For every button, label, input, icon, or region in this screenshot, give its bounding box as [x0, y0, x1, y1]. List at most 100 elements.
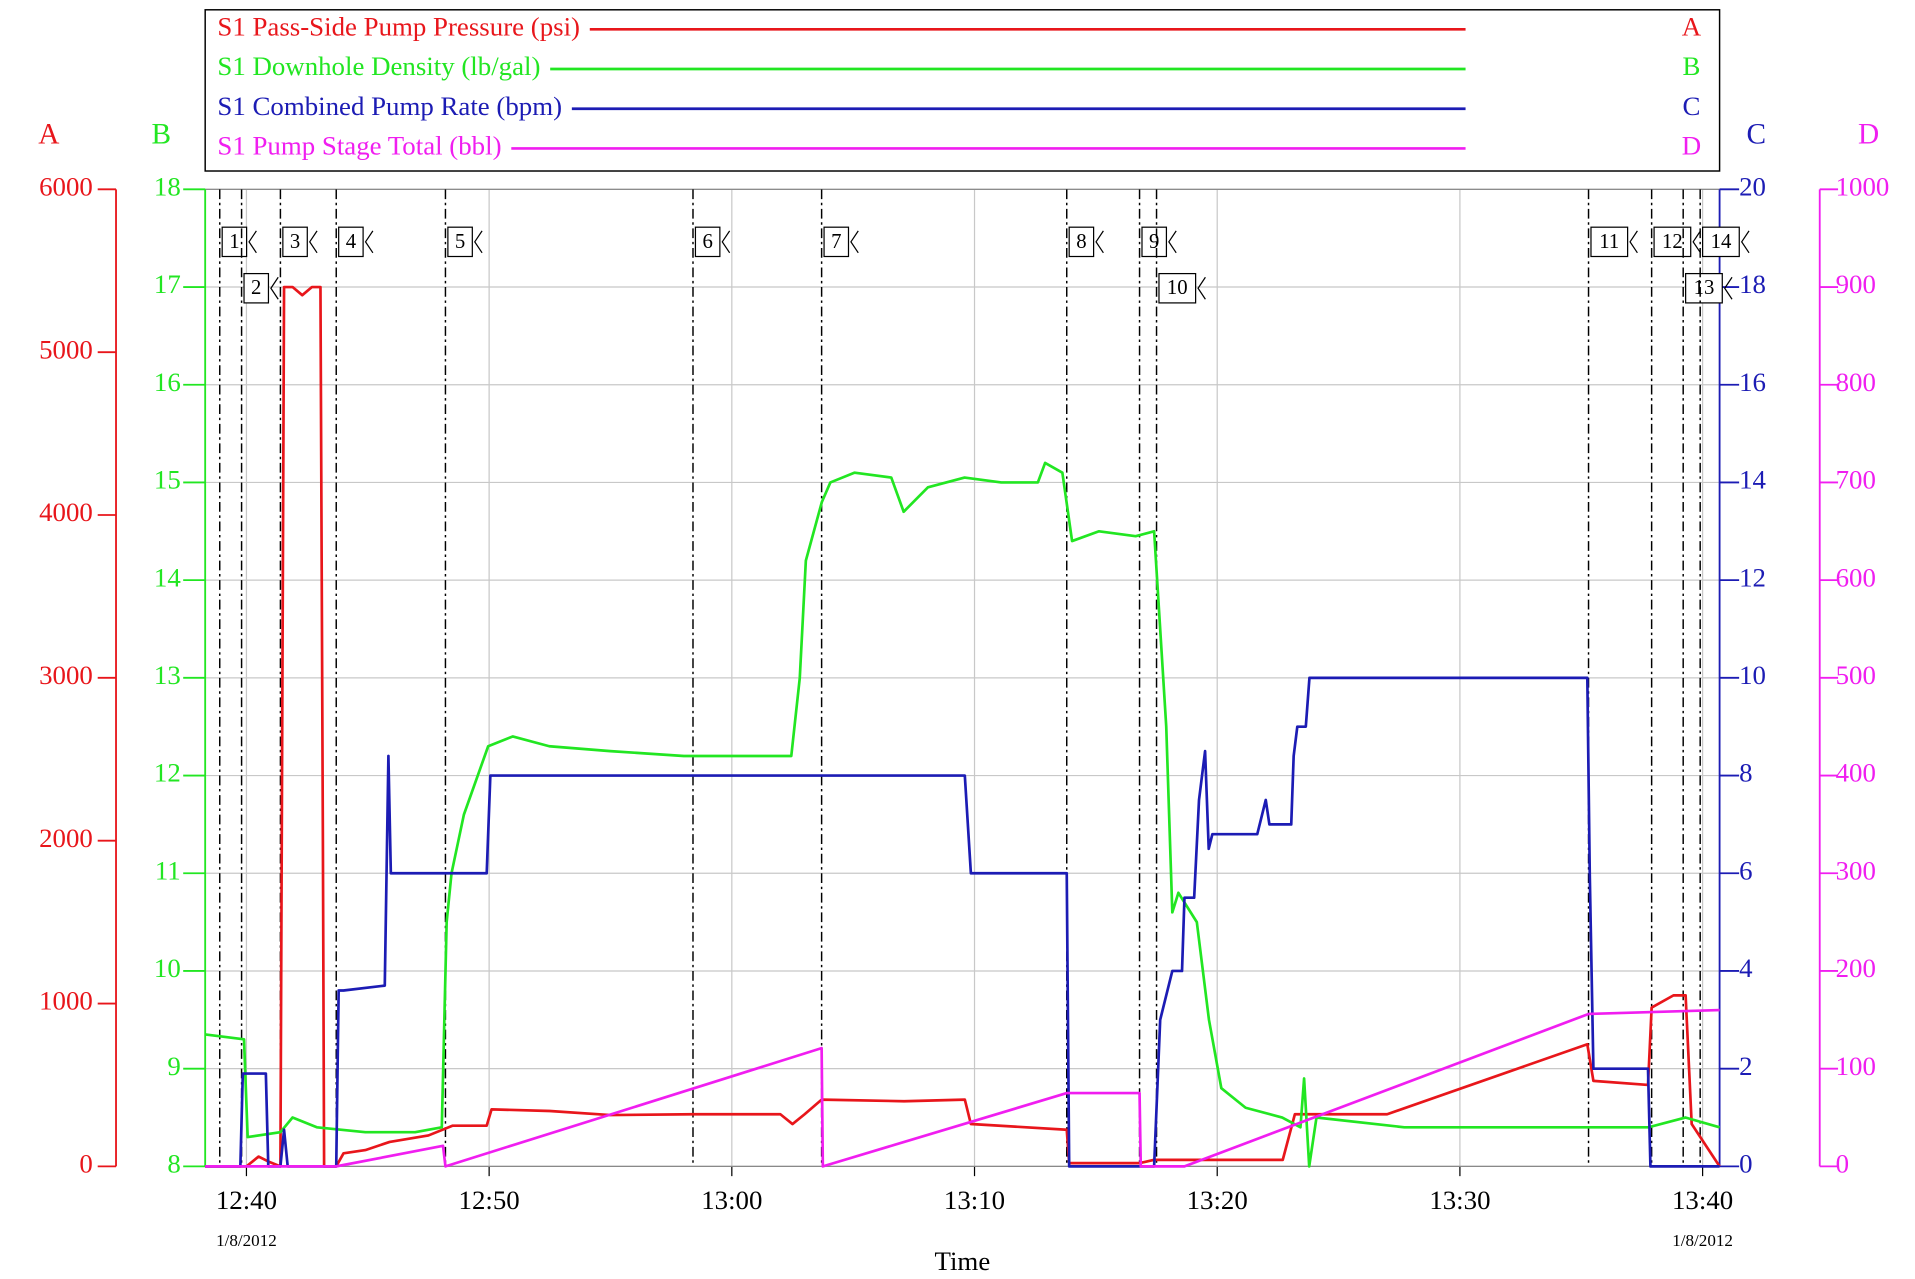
y-tick-label: 20 [1739, 172, 1766, 202]
event-flag [1141, 226, 1168, 258]
event-flag [447, 226, 473, 258]
y-tick-label: 8 [1739, 758, 1752, 788]
event-label: 2 [251, 277, 261, 299]
x-axis-label: Time [935, 1246, 991, 1276]
x-tick-label: 13:10 [944, 1185, 1005, 1215]
event-label: 1 [229, 231, 239, 253]
event-label: 8 [1076, 231, 1086, 253]
y-tick-label: 400 [1836, 758, 1876, 788]
event-flag [823, 226, 850, 258]
y-tick-label: 0 [79, 1149, 92, 1179]
event-label: 12 [1662, 231, 1683, 253]
y-tick-label: 2 [1739, 1051, 1752, 1081]
legend-label: S1 Pass-Side Pump Pressure (psi) [217, 12, 580, 42]
y-axis-letter: D [1858, 119, 1879, 151]
event-label: 13 [1694, 277, 1715, 299]
y-tick-label: 18 [154, 172, 181, 202]
y-tick-label: 700 [1836, 465, 1876, 495]
y-tick-label: 16 [1739, 367, 1766, 397]
y-tick-label: 14 [1739, 465, 1766, 495]
y-tick-label: 8 [167, 1149, 180, 1179]
event-flag-tail [270, 276, 279, 300]
y-axis-letter: A [38, 119, 59, 151]
legend-label: S1 Combined Pump Rate (bpm) [217, 91, 562, 121]
event-flag-tail [364, 230, 374, 254]
event-flag [1158, 272, 1197, 304]
y-tick-label: 6 [1739, 855, 1752, 885]
event-label: 14 [1711, 231, 1732, 253]
event-flag [282, 226, 308, 258]
event-flag [1685, 272, 1723, 304]
y-axis-letter: C [1746, 119, 1766, 151]
y-tick-label: 0 [1836, 1149, 1849, 1179]
x-tick-label: 12:50 [459, 1185, 520, 1215]
y-tick-label: 900 [1836, 269, 1876, 299]
y-tick-label: 5000 [39, 334, 93, 364]
legend-label: S1 Pump Stage Total (bbl) [217, 131, 501, 161]
event-flag [1702, 226, 1740, 258]
x-tick-label: 13:00 [701, 1185, 762, 1215]
event-flag [243, 272, 270, 304]
y-tick-label: 11 [155, 855, 181, 885]
event-label: 4 [346, 231, 357, 253]
y-tick-label: 13 [154, 660, 181, 690]
x-tick-label: 13:40 [1672, 1185, 1733, 1215]
y-tick-label: 1000 [1836, 172, 1890, 202]
y-tick-label: 4 [1739, 953, 1753, 983]
legend-axis-letter: C [1683, 91, 1701, 121]
y-tick-label: 300 [1836, 855, 1876, 885]
y-tick-label: 0 [1739, 1149, 1752, 1179]
event-flag [694, 226, 721, 258]
y-tick-label: 1000 [39, 986, 93, 1016]
event-label: 6 [702, 231, 712, 253]
y-tick-label: 16 [154, 367, 181, 397]
y-tick-label: 14 [154, 562, 181, 592]
y-tick-label: 10 [1739, 660, 1766, 690]
event-flag-tail [1692, 230, 1701, 254]
series-line [205, 285, 1721, 1168]
event-label: 9 [1149, 231, 1159, 253]
event-flag-tail [1168, 230, 1177, 254]
event-flag-tail [248, 230, 257, 254]
series-line [205, 461, 1720, 1168]
event-flag-tail [1629, 230, 1638, 254]
y-tick-label: 3000 [39, 660, 93, 690]
event-label: 5 [455, 231, 465, 253]
y-tick-label: 500 [1836, 660, 1876, 690]
event-flag [221, 226, 248, 258]
x-tick-label: 13:20 [1187, 1185, 1248, 1215]
y-tick-label: 12 [154, 758, 181, 788]
event-label: 10 [1167, 277, 1188, 299]
series-line [205, 1008, 1720, 1168]
y-tick-label: 100 [1836, 1051, 1876, 1081]
y-tick-label: 10 [154, 953, 181, 983]
event-flag-tail [474, 230, 483, 254]
y-tick-label: 17 [154, 269, 181, 299]
x-tick-label: 12:40 [216, 1185, 277, 1215]
event-flag-tail [850, 230, 859, 254]
x-date-label: 1/8/2012 [1672, 1231, 1733, 1250]
event-label: 7 [831, 231, 841, 253]
event-flag [1590, 226, 1629, 258]
y-tick-label: 12 [1739, 562, 1766, 592]
event-flag-tail [308, 230, 318, 254]
event-label: 11 [1599, 231, 1619, 253]
event-flag-tail [1197, 276, 1206, 300]
y-tick-label: 200 [1836, 953, 1876, 983]
event-flag [1068, 226, 1095, 258]
y-tick-label: 600 [1836, 562, 1876, 592]
y-tick-label: 9 [167, 1051, 180, 1081]
y-tick-label: 4000 [39, 497, 93, 527]
event-flag-tail [1095, 230, 1104, 254]
event-label: 3 [290, 231, 300, 253]
x-tick-label: 13:30 [1429, 1185, 1490, 1215]
y-tick-label: 2000 [39, 823, 93, 853]
y-axis-letter: B [151, 119, 171, 151]
event-flag-tail [1723, 276, 1733, 300]
x-date-label: 1/8/2012 [216, 1231, 277, 1250]
legend-axis-letter: B [1683, 51, 1701, 81]
y-tick-label: 6000 [39, 172, 93, 202]
